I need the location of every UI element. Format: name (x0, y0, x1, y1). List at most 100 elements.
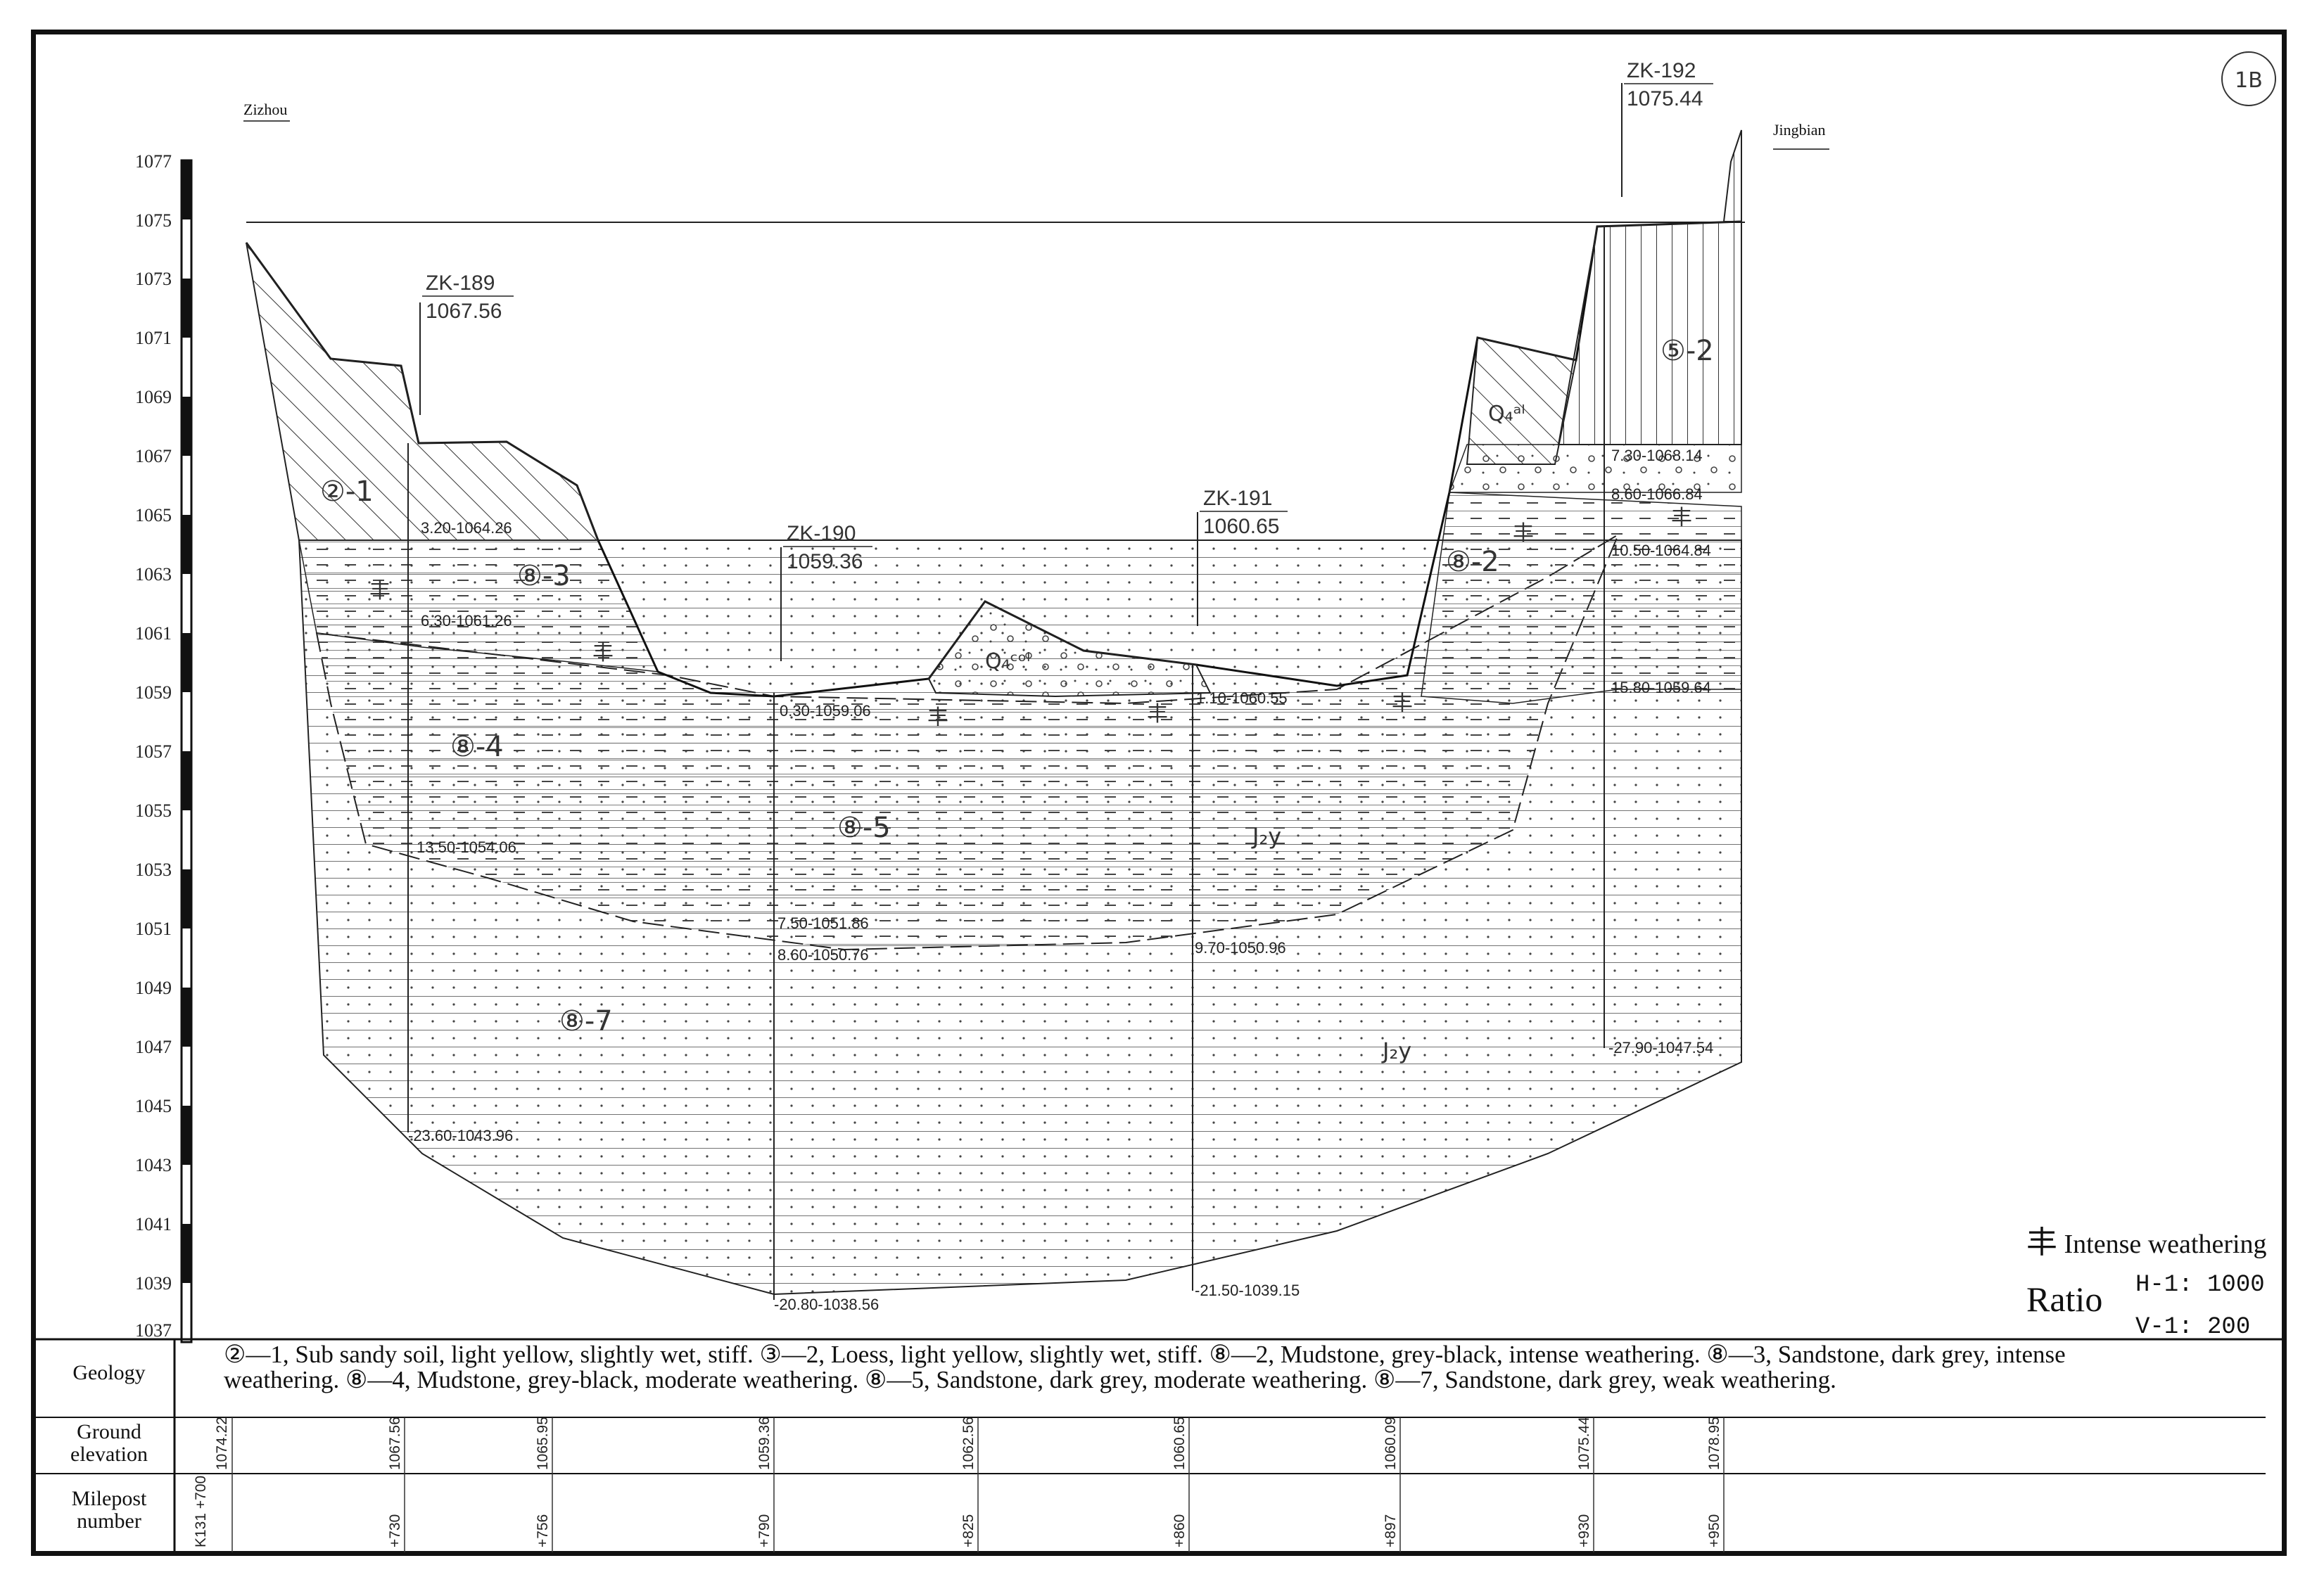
weathering-symbol-1: 丰 (369, 579, 390, 604)
axis-tick-1049: 1049 (135, 978, 172, 998)
milepost-value: +930 (1576, 1514, 1592, 1547)
label-8-2: ⑧-2 (1446, 546, 1499, 578)
stratum-2-1-zone (246, 242, 599, 541)
axis-tick-1073: 1073 (135, 269, 172, 289)
zk-189-mid: 6.30-1061.26 (421, 612, 512, 630)
axis-tick-1055: 1055 (135, 800, 172, 821)
weathering-symbol-6: 丰 (1513, 521, 1534, 546)
zk-189-top: 3.20-1064.26 (421, 519, 512, 537)
zk-189-bottom: -23.60-1043.96 (408, 1127, 513, 1144)
drawing-frame (31, 30, 2287, 1556)
label-q4al: Q₄ᵃˡ (1488, 402, 1525, 426)
label-8-4: ⑧-4 (450, 731, 504, 763)
zk-189-low: 13.50-1054.06 (417, 838, 516, 856)
pebble-layer-right (1448, 444, 1742, 493)
elevation-scale-bar (180, 159, 193, 1343)
zk-191-low: 9.70-1050.96 (1195, 939, 1286, 957)
elevation-axis-labels: 1077 1075 1073 1071 1069 1067 1065 1063 … (135, 151, 172, 1341)
weathering-symbol-3: 丰 (927, 706, 948, 730)
axis-tick-1051: 1051 (135, 919, 172, 939)
ratio-h: H-1: 1000 (2135, 1272, 2265, 1298)
zk-191-bottom: -21.50-1039.15 (1195, 1282, 1300, 1299)
axis-tick-1071: 1071 (135, 328, 172, 348)
elevation-value: 1074.22 (214, 1417, 230, 1470)
zk-191-elev: 1060.65 (1203, 515, 1279, 538)
elevation-value: 1078.95 (1706, 1417, 1722, 1470)
place-right: Jingbian (1773, 121, 1826, 139)
zk-189-elev: 1067.56 (426, 300, 502, 323)
milepost-value: K131 +700 (193, 1475, 209, 1547)
zk-192-l4: 15.80-1059.64 (1611, 679, 1711, 696)
axis-tick-1043: 1043 (135, 1155, 172, 1175)
geology-description: ②—1, Sub sandy soil, light yellow, sligh… (224, 1341, 2066, 1393)
label-2-1: ②-1 (320, 475, 374, 508)
zk-192-l1: 7.30-1068.14 (1611, 447, 1703, 464)
label-5-2: ⑤-2 (1661, 335, 1714, 367)
milepost-value: +730 (387, 1514, 403, 1547)
sheet-tag: 1B (2235, 68, 2263, 93)
axis-tick-1047: 1047 (135, 1037, 172, 1057)
axis-tick-1075: 1075 (135, 210, 172, 231)
legend-weathering: 丰 Intense weathering (2026, 1217, 2267, 1262)
elevation-value: 1062.56 (960, 1417, 977, 1470)
label-q4col: Q₄ᶜᵒˡ (985, 649, 1030, 674)
elevation-value: 1075.44 (1576, 1417, 1592, 1470)
zk-190-bottom: -20.80-1038.56 (774, 1296, 879, 1313)
axis-tick-1045: 1045 (135, 1096, 172, 1116)
zk-191-id: ZK-191 (1203, 487, 1272, 510)
footer-table-grid (34, 1338, 2283, 1552)
milepost-value: +756 (535, 1514, 551, 1547)
borehole-zk-192: ZK-192 1075.44 7.30-1068.14 8.60-1066.84… (1604, 59, 1713, 1056)
legend-text: Intense weathering (2064, 1230, 2267, 1259)
sheet-tag-circle (2221, 51, 2276, 106)
milepost-value: +790 (756, 1514, 773, 1547)
zk-192-elev: 1075.44 (1627, 87, 1703, 110)
ratio-label: Ratio (2026, 1279, 2103, 1319)
zk-191-top: 1.10-1060.55 (1196, 689, 1288, 707)
zk-192-bottom: -27.90-1047.54 (1608, 1039, 1713, 1056)
label-j2y-upper: J₂y (1251, 823, 1281, 850)
label-8-3: ⑧-3 (517, 560, 571, 592)
zk-190-id: ZK-190 (787, 522, 856, 545)
axis-tick-1077: 1077 (135, 151, 172, 172)
borehole-zk-191: ZK-191 1060.65 1.10-1060.55 9.70-1050.96… (1192, 487, 1300, 1299)
zk-190-elev: 1059.36 (787, 550, 863, 573)
axis-tick-1065: 1065 (135, 505, 172, 525)
label-8-5: ⑧-5 (837, 812, 891, 844)
label-j2y-lower: J₂y (1381, 1038, 1411, 1064)
milepost-value: +950 (1706, 1514, 1722, 1547)
axis-tick-1061: 1061 (135, 623, 172, 644)
zk-190-top: 0.30-1059.06 (780, 702, 871, 720)
axis-tick-1069: 1069 (135, 387, 172, 407)
place-left: Zizhou (243, 101, 287, 118)
axis-tick-1067: 1067 (135, 446, 172, 466)
axis-tick-1057: 1057 (135, 741, 172, 762)
ground-elevation-label: Ground elevation (70, 1420, 148, 1466)
stratum-q4col-mound (927, 600, 1212, 698)
borehole-zk-189: ZK-189 1067.56 3.20-1064.26 6.30-1061.26… (407, 272, 516, 1144)
zk-190-mid: 7.50-1051.86 (777, 914, 869, 932)
elevation-value: 1065.95 (535, 1417, 551, 1470)
stratum-5-2-cap (1722, 129, 1742, 222)
milepost-label: Milepost number (71, 1487, 147, 1533)
axis-tick-1037: 1037 (135, 1320, 172, 1341)
axis-tick-1041: 1041 (135, 1214, 172, 1234)
axis-tick-1059: 1059 (135, 682, 172, 703)
milepost-value: +860 (1171, 1514, 1188, 1547)
ratio-v: V-1: 200 (2135, 1314, 2251, 1341)
milepost-value: +825 (960, 1514, 977, 1547)
zk-189-id: ZK-189 (426, 272, 495, 295)
stratum-8-4-zone (315, 532, 1620, 951)
weathering-symbols: 丰 丰 丰 丰 丰 丰 丰 (369, 506, 1692, 730)
legend-symbol-icon: 丰 (2026, 1225, 2057, 1260)
elevation-value: 1059.36 (756, 1417, 773, 1470)
stratum-5-2-zone (1557, 220, 1742, 445)
weathering-symbol-4: 丰 (1147, 702, 1168, 727)
elevation-value: 1060.09 (1383, 1417, 1399, 1470)
elevation-value: 1060.65 (1171, 1417, 1188, 1470)
weathering-symbol-2: 丰 (592, 641, 614, 665)
zk-192-id: ZK-192 (1627, 59, 1696, 82)
borehole-zk-190: ZK-190 1059.36 0.30-1059.06 7.50-1051.86… (773, 522, 879, 1313)
weathering-symbol-5: 丰 (1392, 691, 1413, 716)
